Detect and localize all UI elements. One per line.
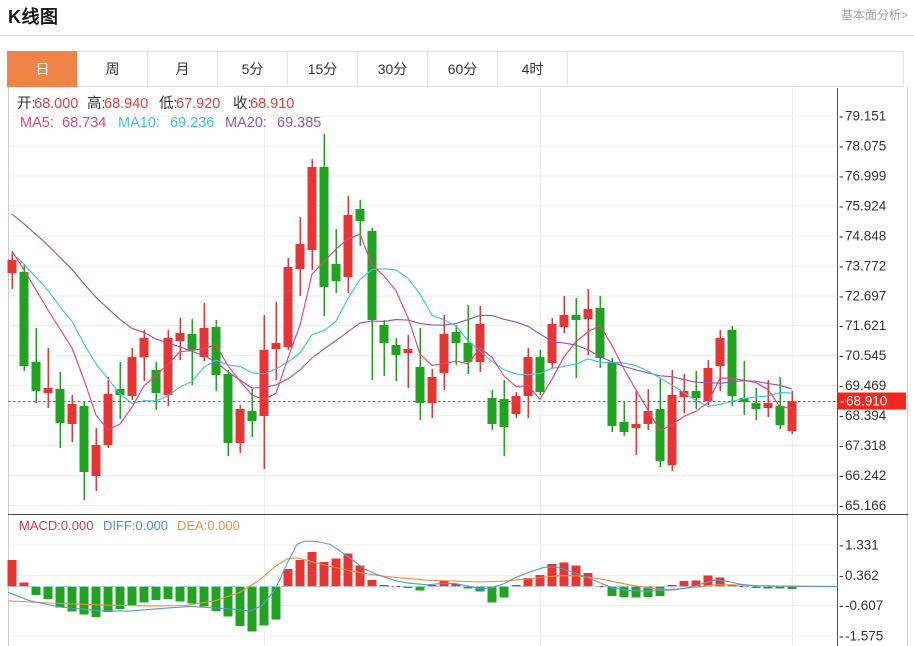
svg-text:67.920: 67.920 <box>176 96 220 112</box>
svg-text:0.362: 0.362 <box>845 568 879 583</box>
svg-text:-: - <box>839 168 844 183</box>
svg-text:67.318: 67.318 <box>845 438 886 453</box>
svg-text:79.151: 79.151 <box>845 109 886 124</box>
svg-text:66.242: 66.242 <box>845 468 886 483</box>
svg-text:MA5:: MA5: <box>20 115 54 131</box>
svg-text:70.545: 70.545 <box>845 348 886 363</box>
svg-text:-: - <box>839 568 844 583</box>
svg-text:68.910: 68.910 <box>846 394 887 409</box>
svg-text:68.940: 68.940 <box>104 96 148 112</box>
svg-text:69.236: 69.236 <box>170 115 214 131</box>
svg-text:-: - <box>839 438 844 453</box>
svg-text:78.075: 78.075 <box>845 139 886 154</box>
svg-text:75.924: 75.924 <box>845 198 887 213</box>
svg-text:69.469: 69.469 <box>845 378 886 393</box>
svg-text:低:: 低: <box>159 95 178 112</box>
svg-text:-: - <box>839 139 844 154</box>
svg-text:76.999: 76.999 <box>845 168 886 183</box>
svg-text:71.621: 71.621 <box>845 318 886 333</box>
svg-text:65.166: 65.166 <box>845 498 886 513</box>
svg-text:-: - <box>839 348 844 363</box>
svg-text:-: - <box>839 198 844 213</box>
svg-text:-: - <box>839 109 844 124</box>
svg-text:68.000: 68.000 <box>34 96 78 112</box>
svg-text:-0.607: -0.607 <box>845 598 883 613</box>
svg-text:-: - <box>839 538 844 553</box>
svg-text:-: - <box>840 394 844 409</box>
svg-text:-: - <box>839 288 844 303</box>
svg-text:MA20:: MA20: <box>225 115 267 131</box>
svg-text:69.385: 69.385 <box>277 115 321 131</box>
svg-text:-: - <box>839 629 844 644</box>
svg-text:MACD:0.000: MACD:0.000 <box>19 518 93 533</box>
svg-text:开:: 开: <box>17 96 36 112</box>
svg-text:-: - <box>839 258 844 273</box>
svg-text:高:: 高: <box>87 95 106 112</box>
svg-text:-: - <box>839 498 844 513</box>
svg-text:-: - <box>839 598 844 613</box>
svg-text:-: - <box>839 468 844 483</box>
svg-text:收:: 收: <box>233 95 252 112</box>
svg-text:-1.575: -1.575 <box>845 629 883 644</box>
svg-text:-: - <box>839 318 844 333</box>
svg-text:68.394: 68.394 <box>845 408 887 423</box>
svg-text:-: - <box>839 228 844 243</box>
svg-text:68.734: 68.734 <box>62 115 106 131</box>
svg-text:74.848: 74.848 <box>845 228 886 243</box>
svg-text:-: - <box>839 378 844 393</box>
svg-text:DEA:0.000: DEA:0.000 <box>177 518 240 533</box>
svg-text:68.910: 68.910 <box>250 96 294 112</box>
svg-text:-: - <box>839 408 844 423</box>
svg-text:73.772: 73.772 <box>845 258 886 273</box>
svg-text:1.331: 1.331 <box>845 538 879 553</box>
svg-text:DIFF:0.000: DIFF:0.000 <box>103 518 168 533</box>
svg-text:72.697: 72.697 <box>845 288 886 303</box>
svg-text:MA10:: MA10: <box>118 115 160 131</box>
